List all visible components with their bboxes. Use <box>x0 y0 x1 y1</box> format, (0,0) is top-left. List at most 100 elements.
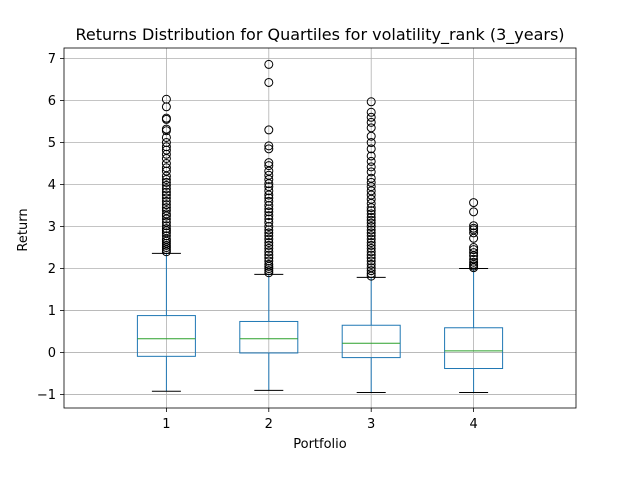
outlier-point <box>264 253 274 263</box>
y-tick-label: 1 <box>48 304 56 319</box>
outlier-point <box>366 177 376 187</box>
outlier-point <box>366 269 376 279</box>
outlier-point <box>264 240 274 250</box>
outlier-point <box>161 159 171 169</box>
box-group-3 <box>341 97 401 393</box>
y-tick-label: −1 <box>37 388 56 403</box>
outlier-point <box>469 243 479 253</box>
outlier-point <box>366 151 376 161</box>
outlier-point <box>366 218 376 228</box>
y-tick-label: 7 <box>48 52 56 67</box>
y-tick-label: 3 <box>48 220 56 235</box>
outlier-point <box>264 144 274 154</box>
outlier-point <box>264 259 274 269</box>
outlier-point <box>264 256 274 266</box>
outlier-point <box>366 243 376 253</box>
outlier-point <box>469 207 479 217</box>
outlier-point <box>366 117 376 127</box>
outlier-point <box>366 266 376 276</box>
y-tick-label: 5 <box>48 136 56 151</box>
outlier-point <box>161 240 171 250</box>
outlier-point <box>264 193 274 203</box>
outlier-point <box>366 123 376 133</box>
outlier-point <box>264 250 274 260</box>
outlier-point <box>161 206 171 216</box>
outlier-point <box>366 225 376 235</box>
outlier-point <box>366 173 376 183</box>
x-tick-label: 3 <box>367 417 375 432</box>
outlier-point <box>161 113 171 123</box>
outlier-point <box>366 234 376 244</box>
outlier-point <box>161 187 171 197</box>
outlier-point <box>264 237 274 247</box>
outlier-point <box>264 161 274 171</box>
y-tick-label: 0 <box>48 346 56 361</box>
outlier-point <box>264 211 274 221</box>
x-tick-label: 4 <box>469 417 477 432</box>
outlier-point <box>469 223 479 233</box>
outlier-point <box>264 196 274 206</box>
outlier-point <box>161 200 171 210</box>
outlier-point <box>366 237 376 247</box>
outlier-point <box>366 212 376 222</box>
axis-layer: −1 0 1 2 3 4 5 6 7 1 2 3 4 <box>37 52 478 432</box>
outlier-point <box>366 215 376 225</box>
outlier-point <box>366 259 376 269</box>
outlier-point <box>264 217 274 227</box>
outlier-point <box>469 257 479 267</box>
y-tick-label: 2 <box>48 262 56 277</box>
outlier-point <box>366 253 376 263</box>
outlier-point <box>366 222 376 232</box>
box-group-2 <box>239 59 299 391</box>
outlier-point <box>161 138 171 148</box>
outlier-point <box>161 224 171 234</box>
outlier-point <box>161 163 171 173</box>
outlier-point <box>366 231 376 241</box>
outlier-point <box>264 182 274 192</box>
outlier-point <box>264 214 274 224</box>
y-tick-label: 4 <box>48 178 56 193</box>
outlier-point <box>161 203 171 213</box>
outlier-point <box>161 177 171 187</box>
outlier-point <box>264 243 274 253</box>
outlier-point <box>469 228 479 238</box>
iqr-box <box>239 320 299 354</box>
outlier-point <box>264 234 274 244</box>
outlier-point <box>161 94 171 104</box>
outlier-point <box>469 245 479 255</box>
iqr-box <box>136 315 196 357</box>
outlier-point <box>264 59 274 69</box>
plot-layer <box>136 59 504 393</box>
outlier-point <box>264 247 274 257</box>
outlier-point <box>366 167 376 177</box>
outlier-point <box>366 250 376 260</box>
box-group-1 <box>136 94 196 392</box>
outlier-point <box>161 228 171 238</box>
iqr-box <box>341 324 401 359</box>
outlier-point <box>264 141 274 151</box>
y-tick-label: 6 <box>48 94 56 109</box>
outlier-point <box>161 209 171 219</box>
outlier-point <box>161 221 171 231</box>
outlier-point <box>161 124 171 134</box>
outlier-point <box>161 190 171 200</box>
outlier-point <box>264 170 274 180</box>
outlier-point <box>366 162 376 172</box>
box-group-4 <box>444 198 504 393</box>
outlier-point <box>264 125 274 135</box>
outlier-point <box>264 231 274 241</box>
x-tick-label: 2 <box>265 417 273 432</box>
x-tick-label: 1 <box>162 417 170 432</box>
outlier-point <box>366 228 376 238</box>
outlier-point <box>366 256 376 266</box>
outlier-point <box>366 156 376 166</box>
outlier-point <box>366 97 376 107</box>
outlier-point <box>366 240 376 250</box>
outlier-point <box>161 231 171 241</box>
outlier-point <box>366 247 376 257</box>
outlier-point <box>366 263 376 273</box>
outlier-point <box>161 196 171 206</box>
outlier-point <box>264 228 274 238</box>
